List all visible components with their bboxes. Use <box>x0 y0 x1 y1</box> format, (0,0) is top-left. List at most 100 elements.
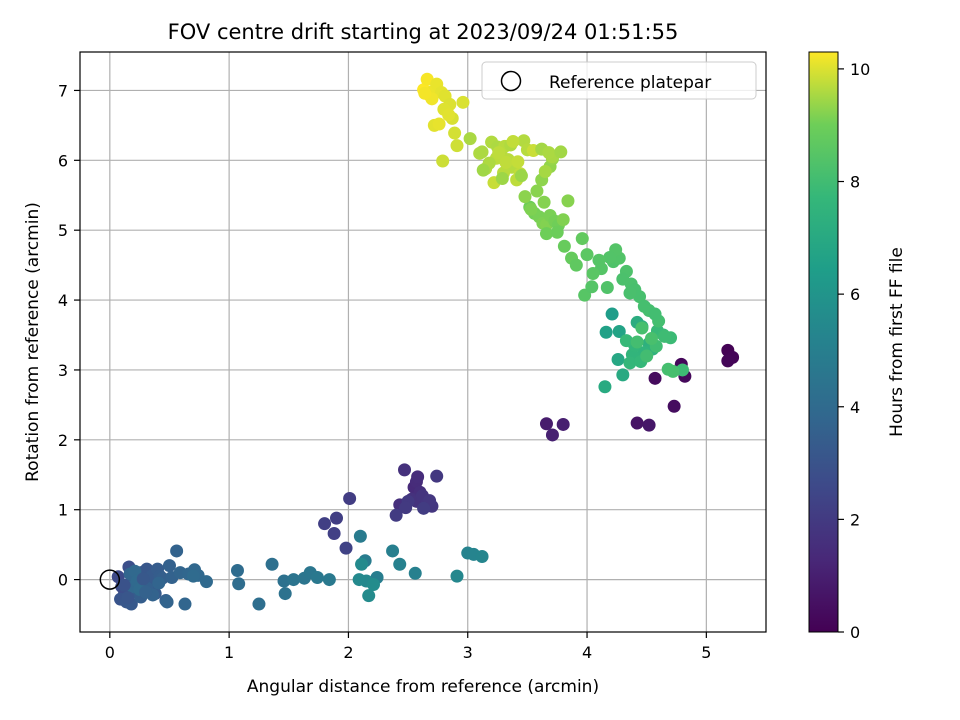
legend-box <box>481 61 757 100</box>
data-point <box>530 184 544 198</box>
data-point <box>648 307 662 321</box>
legend: Reference platepar <box>481 61 757 100</box>
legend-label: Reference platepar <box>549 73 711 93</box>
legend-marker <box>500 70 522 92</box>
data-point <box>432 117 446 131</box>
data-point <box>352 573 366 587</box>
data-point <box>635 321 649 335</box>
data-point <box>230 564 244 578</box>
data-point <box>136 572 150 586</box>
data-point <box>128 564 142 578</box>
data-point <box>603 250 617 264</box>
data-point <box>605 307 619 321</box>
data-point <box>612 325 626 339</box>
data-point <box>630 416 644 430</box>
data-point <box>456 95 470 109</box>
data-point <box>232 577 246 591</box>
data-point <box>623 356 637 370</box>
data-point <box>619 334 633 348</box>
data-point <box>586 267 600 281</box>
y-axis-ticks: 0 1 2 3 4 5 6 7 <box>58 81 80 590</box>
x-axis-label: Angular distance from reference (arcmin) <box>247 677 599 697</box>
data-point <box>418 86 432 100</box>
data-point <box>310 570 324 584</box>
data-point <box>339 541 353 555</box>
y-tick-label: 1 <box>58 501 68 520</box>
x-tick-label: 2 <box>343 643 353 662</box>
data-point <box>630 335 644 349</box>
data-point <box>287 573 301 587</box>
data-point <box>408 566 422 580</box>
y-tick-label: 7 <box>58 81 68 100</box>
data-point <box>463 132 477 146</box>
colorbar-tick-label: 0 <box>850 623 860 642</box>
data-point <box>511 155 525 169</box>
y-axis-label: Rotation from reference (arcmin) <box>23 202 43 482</box>
data-point <box>475 145 489 159</box>
reference-marker <box>99 569 121 590</box>
data-point <box>475 550 489 564</box>
data-point <box>170 544 184 558</box>
data-point <box>599 325 613 339</box>
data-point <box>450 139 464 153</box>
data-point <box>476 163 490 177</box>
data-point <box>252 597 266 611</box>
data-point <box>598 380 612 394</box>
data-point <box>623 286 637 300</box>
data-point <box>343 492 357 506</box>
data-point <box>592 253 606 267</box>
colorbar-tick-label: 4 <box>850 398 860 417</box>
colorbar-tick-label: 2 <box>850 510 860 529</box>
data-point <box>666 364 680 378</box>
data-point <box>492 146 506 160</box>
data-point <box>721 354 735 368</box>
data-point <box>561 194 575 208</box>
y-tick-label: 5 <box>58 221 68 240</box>
plot-frame <box>79 51 767 633</box>
data-point <box>658 329 672 343</box>
data-point <box>355 557 369 571</box>
data-point <box>420 72 434 86</box>
y-tick-label: 6 <box>58 151 68 170</box>
y-tick-label: 4 <box>58 291 68 310</box>
data-point <box>327 526 341 540</box>
data-point <box>430 469 444 483</box>
data-point <box>600 280 614 294</box>
data-point <box>569 258 583 272</box>
data-point <box>616 368 630 382</box>
data-point <box>186 569 200 583</box>
x-axis-ticks: 0 1 2 3 4 5 <box>105 632 711 662</box>
data-point <box>386 544 400 558</box>
data-point <box>640 349 654 363</box>
data-point <box>366 577 380 591</box>
colorbar-tick-label: 6 <box>850 285 860 304</box>
data-point <box>642 418 656 432</box>
data-point <box>278 587 292 601</box>
data-point <box>556 213 570 227</box>
data-point <box>265 557 279 571</box>
data-point <box>556 417 570 431</box>
colorbar-ticks: 0 2 4 6 8 10 <box>838 60 870 642</box>
y-tick-label: 3 <box>58 361 68 380</box>
data-point <box>580 248 594 262</box>
data-point <box>139 585 153 599</box>
data-point <box>160 595 174 609</box>
data-point <box>448 126 462 140</box>
y-tick-label: 2 <box>58 431 68 450</box>
x-tick-label: 0 <box>105 643 115 662</box>
data-point <box>537 195 551 209</box>
colorbar-label: Hours from first FF file <box>887 247 907 437</box>
data-point <box>648 371 662 385</box>
data-point <box>199 575 213 589</box>
data-point <box>152 576 166 590</box>
data-point <box>330 511 344 525</box>
colorbar-tick-label: 10 <box>850 60 870 79</box>
y-tick-label: 0 <box>58 571 68 590</box>
data-point <box>539 227 553 241</box>
data-point <box>611 352 625 366</box>
data-point <box>644 332 658 346</box>
data-point <box>554 145 568 159</box>
colorbar-gradient <box>808 51 839 633</box>
data-point <box>675 363 689 377</box>
data-point <box>411 470 425 484</box>
